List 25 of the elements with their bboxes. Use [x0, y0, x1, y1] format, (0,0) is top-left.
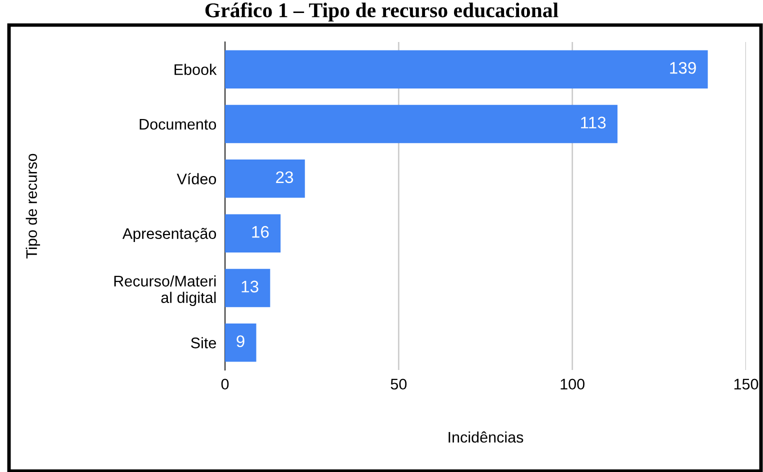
- y-tick-label: Recurso/Materi al digital: [114, 275, 216, 306]
- bar: [225, 324, 256, 362]
- x-axis-title: Incidências: [448, 431, 524, 443]
- y-tick-label: Ebook: [174, 64, 217, 76]
- data-label: 9: [236, 335, 244, 348]
- data-label: 139: [670, 62, 696, 74]
- x-tick-label: 50: [390, 378, 407, 390]
- bar: [225, 50, 708, 88]
- data-label: 13: [242, 280, 258, 292]
- y-tick-label: Vídeo: [176, 172, 216, 184]
- bar: [225, 104, 618, 144]
- chart-title: Gráfico 1 – Tipo de recurso educacional: [205, 2, 558, 22]
- bar: [225, 214, 281, 252]
- x-tick-label: 100: [560, 378, 584, 390]
- bar: [225, 160, 305, 198]
- data-label: 16: [252, 226, 269, 238]
- y-tick-label: Apresentação: [122, 228, 216, 242]
- x-tick-label: 150: [734, 378, 758, 390]
- y-axis-title: Tipo de recurso: [26, 154, 40, 258]
- data-label: 113: [581, 116, 606, 128]
- bar: [225, 268, 270, 308]
- data-label: 23: [276, 171, 294, 184]
- y-tick-label: Site: [191, 337, 216, 348]
- x-tick-label: 0: [221, 378, 229, 390]
- y-tick-label: Documento: [140, 119, 216, 130]
